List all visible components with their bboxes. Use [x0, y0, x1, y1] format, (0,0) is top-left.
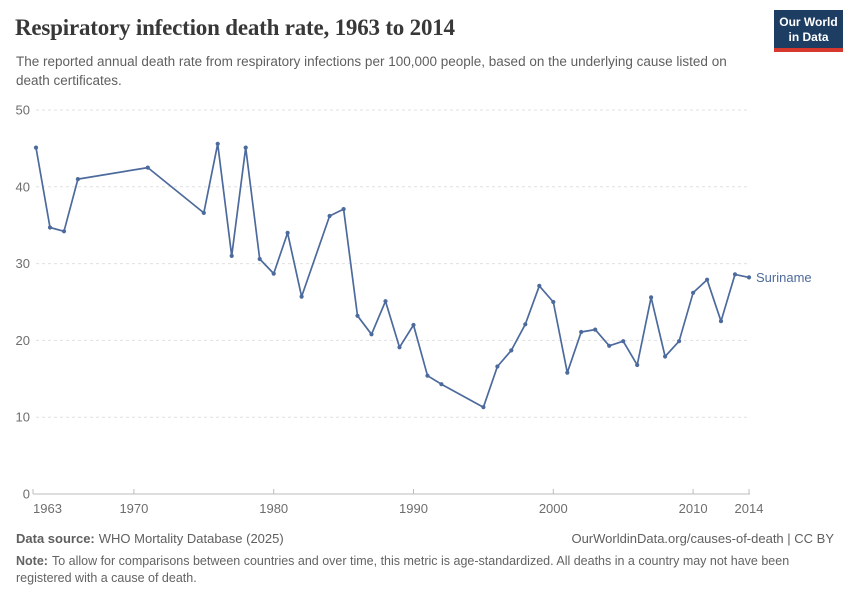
data-source-label: Data source:	[16, 531, 95, 546]
x-axis-tick-label: 2010	[679, 501, 708, 516]
data-point[interactable]	[271, 271, 276, 276]
line-chart-svg[interactable]: 0 10 20 30 40 50 1963 1970 1980 1990 2000 2010 2014 S…	[0, 0, 850, 525]
note-text: To allow for comparisons between countri…	[16, 554, 790, 585]
data-point[interactable]	[579, 329, 584, 335]
data-point[interactable]	[33, 145, 39, 150]
x-axis-tick-label: 1970	[119, 501, 148, 516]
data-point[interactable]	[495, 364, 500, 369]
data-point[interactable]	[145, 165, 150, 170]
data-point[interactable]	[355, 313, 360, 318]
data-point[interactable]	[369, 332, 374, 337]
data-source-value: WHO Mortality Database (2025)	[98, 531, 284, 546]
data-point[interactable]	[509, 348, 514, 353]
data-source: Data source: WHO Mortality Database (2025…	[16, 531, 284, 546]
data-point[interactable]	[663, 354, 668, 359]
page-title: Respiratory infection death rate, 1963 t…	[15, 15, 455, 40]
data-point[interactable]	[299, 294, 304, 299]
x-axis-tick-label: 1980	[259, 501, 288, 516]
data-point[interactable]	[621, 339, 626, 344]
data-point[interactable]	[257, 256, 262, 262]
data-point[interactable]	[425, 373, 430, 378]
data-point[interactable]	[481, 405, 486, 410]
owid-citation-link[interactable]: OurWorldinData.org/causes-of-death | CC …	[571, 531, 834, 546]
data-point[interactable]	[746, 275, 752, 280]
x-axis-tick-label: 2014	[735, 501, 764, 516]
note-label: Note:	[16, 554, 48, 568]
y-axis-tick-label: 30	[16, 256, 30, 271]
chart-note: Note: To allow for comparisons between co…	[16, 553, 834, 586]
chart-footer: Data source: WHO Mortality Database (2025…	[16, 531, 834, 586]
data-point[interactable]	[397, 345, 402, 350]
data-point[interactable]	[243, 145, 248, 150]
chart-subtitle: The reported annual death rate from resp…	[16, 54, 727, 88]
data-point[interactable]	[229, 253, 234, 258]
data-point[interactable]	[75, 177, 80, 182]
owid-logo-line2: in Data	[788, 29, 829, 44]
data-point[interactable]	[732, 272, 738, 277]
data-point[interactable]	[215, 141, 220, 146]
data-point[interactable]	[439, 382, 444, 387]
series-label-suriname[interactable]: Suriname	[756, 270, 812, 285]
data-point[interactable]	[649, 295, 654, 300]
y-axis-tick-label: 50	[16, 103, 30, 118]
data-point[interactable]	[607, 343, 612, 348]
y-axis-tick-label: 20	[16, 333, 30, 348]
y-axis-tick-label: 10	[16, 410, 30, 425]
data-point[interactable]	[285, 230, 290, 235]
owid-logo: Our World in Data	[774, 10, 843, 53]
series-line-suriname[interactable]	[35, 142, 750, 409]
data-point[interactable]	[61, 229, 67, 234]
owid-logo-line1: Our World	[779, 15, 838, 29]
data-point[interactable]	[327, 213, 332, 219]
data-point[interactable]	[677, 339, 682, 344]
data-point[interactable]	[523, 322, 528, 327]
data-point[interactable]	[201, 210, 206, 215]
data-point[interactable]	[565, 370, 570, 375]
data-point[interactable]	[537, 283, 542, 288]
chart-canvas[interactable]: 0 10 20 30 40 50 1963 1970 1980 1990 2000 2010 2014 S…	[0, 0, 850, 525]
data-point[interactable]	[705, 277, 710, 282]
data-point[interactable]	[341, 207, 346, 212]
data-point[interactable]	[383, 299, 388, 304]
data-point[interactable]	[47, 225, 53, 230]
x-axis-tick-label: 2000	[539, 501, 568, 516]
data-point[interactable]	[635, 362, 640, 368]
data-point[interactable]	[691, 290, 696, 295]
data-point[interactable]	[593, 327, 598, 332]
data-point[interactable]	[411, 322, 416, 328]
data-point[interactable]	[718, 319, 724, 324]
y-axis-tick-label: 40	[16, 179, 30, 194]
data-point[interactable]	[551, 299, 556, 305]
y-axis-tick-label: 0	[23, 487, 30, 502]
x-axis-tick-label: 1963	[33, 501, 62, 516]
x-axis-tick-label: 1990	[399, 501, 428, 516]
